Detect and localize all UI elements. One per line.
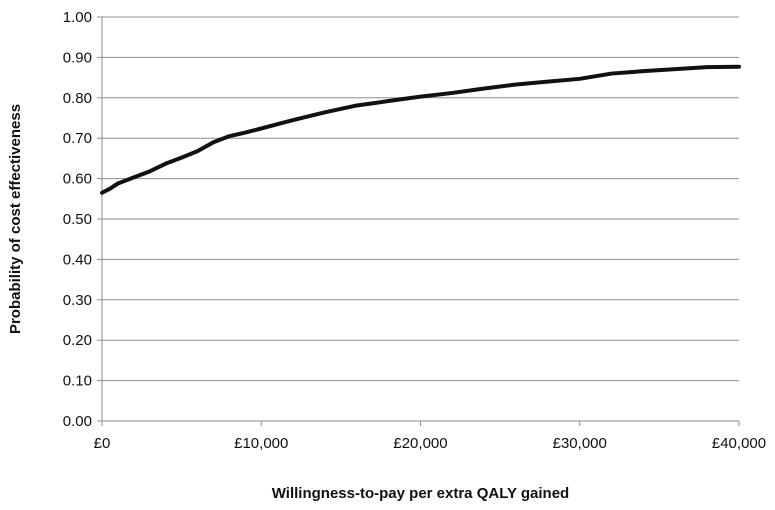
series-point [578, 78, 581, 80]
x-tick-label: £0 [94, 435, 111, 452]
y-tick-label: 0.10 [63, 373, 92, 390]
y-tick-label: 0.30 [63, 292, 92, 309]
series-point [133, 176, 135, 179]
y-tick-label: 0.80 [63, 90, 92, 107]
series-point [610, 72, 613, 75]
y-axis-title: Probability of cost effectiveness [7, 104, 24, 334]
y-tick-label: 0.60 [63, 171, 92, 188]
series-point [738, 65, 740, 68]
series-layer [100, 64, 741, 195]
series-point [180, 156, 183, 159]
series-point [164, 162, 167, 165]
x-axis-title: Willingness-to-pay per extra QALY gained [272, 485, 569, 502]
y-tick-label: 1.00 [63, 9, 92, 26]
series-point [228, 135, 231, 137]
series-point [148, 170, 151, 173]
series-point [356, 104, 358, 107]
x-tick-label: £30,000 [553, 435, 607, 452]
y-tick-label: 0.00 [63, 413, 92, 430]
series-point [387, 100, 390, 102]
series-line [100, 64, 741, 195]
series-point [324, 111, 326, 114]
grid-layer [102, 16, 739, 422]
y-tick-label: 0.70 [63, 130, 92, 147]
series-point [260, 127, 263, 130]
series-point [419, 95, 422, 98]
series-point [117, 182, 119, 185]
series-point [244, 131, 247, 134]
tick-label-layer: 0.00 0.10 0.20 0.30 0.40 0.50 0.60 0.70 0.80 0.90… [63, 9, 766, 452]
y-tick-label: 0.50 [63, 211, 92, 228]
series-point [515, 83, 517, 86]
series-point [706, 66, 708, 68]
y-tick-label: 0.40 [63, 251, 92, 268]
series-point [451, 92, 454, 94]
series-point [212, 141, 215, 144]
series-point [101, 191, 103, 194]
x-tick-label: £40,000 [712, 435, 766, 452]
series-point [642, 70, 645, 72]
series-point [547, 80, 549, 83]
x-tick-label: £10,000 [234, 435, 288, 452]
y-tick-label: 0.20 [63, 332, 92, 349]
series-point [196, 150, 199, 152]
x-tick-label: £20,000 [393, 435, 447, 452]
series-point [674, 68, 677, 70]
series-point [292, 119, 294, 121]
series-point [109, 187, 111, 190]
y-tick-label: 0.90 [63, 49, 92, 66]
series-point [483, 87, 486, 90]
